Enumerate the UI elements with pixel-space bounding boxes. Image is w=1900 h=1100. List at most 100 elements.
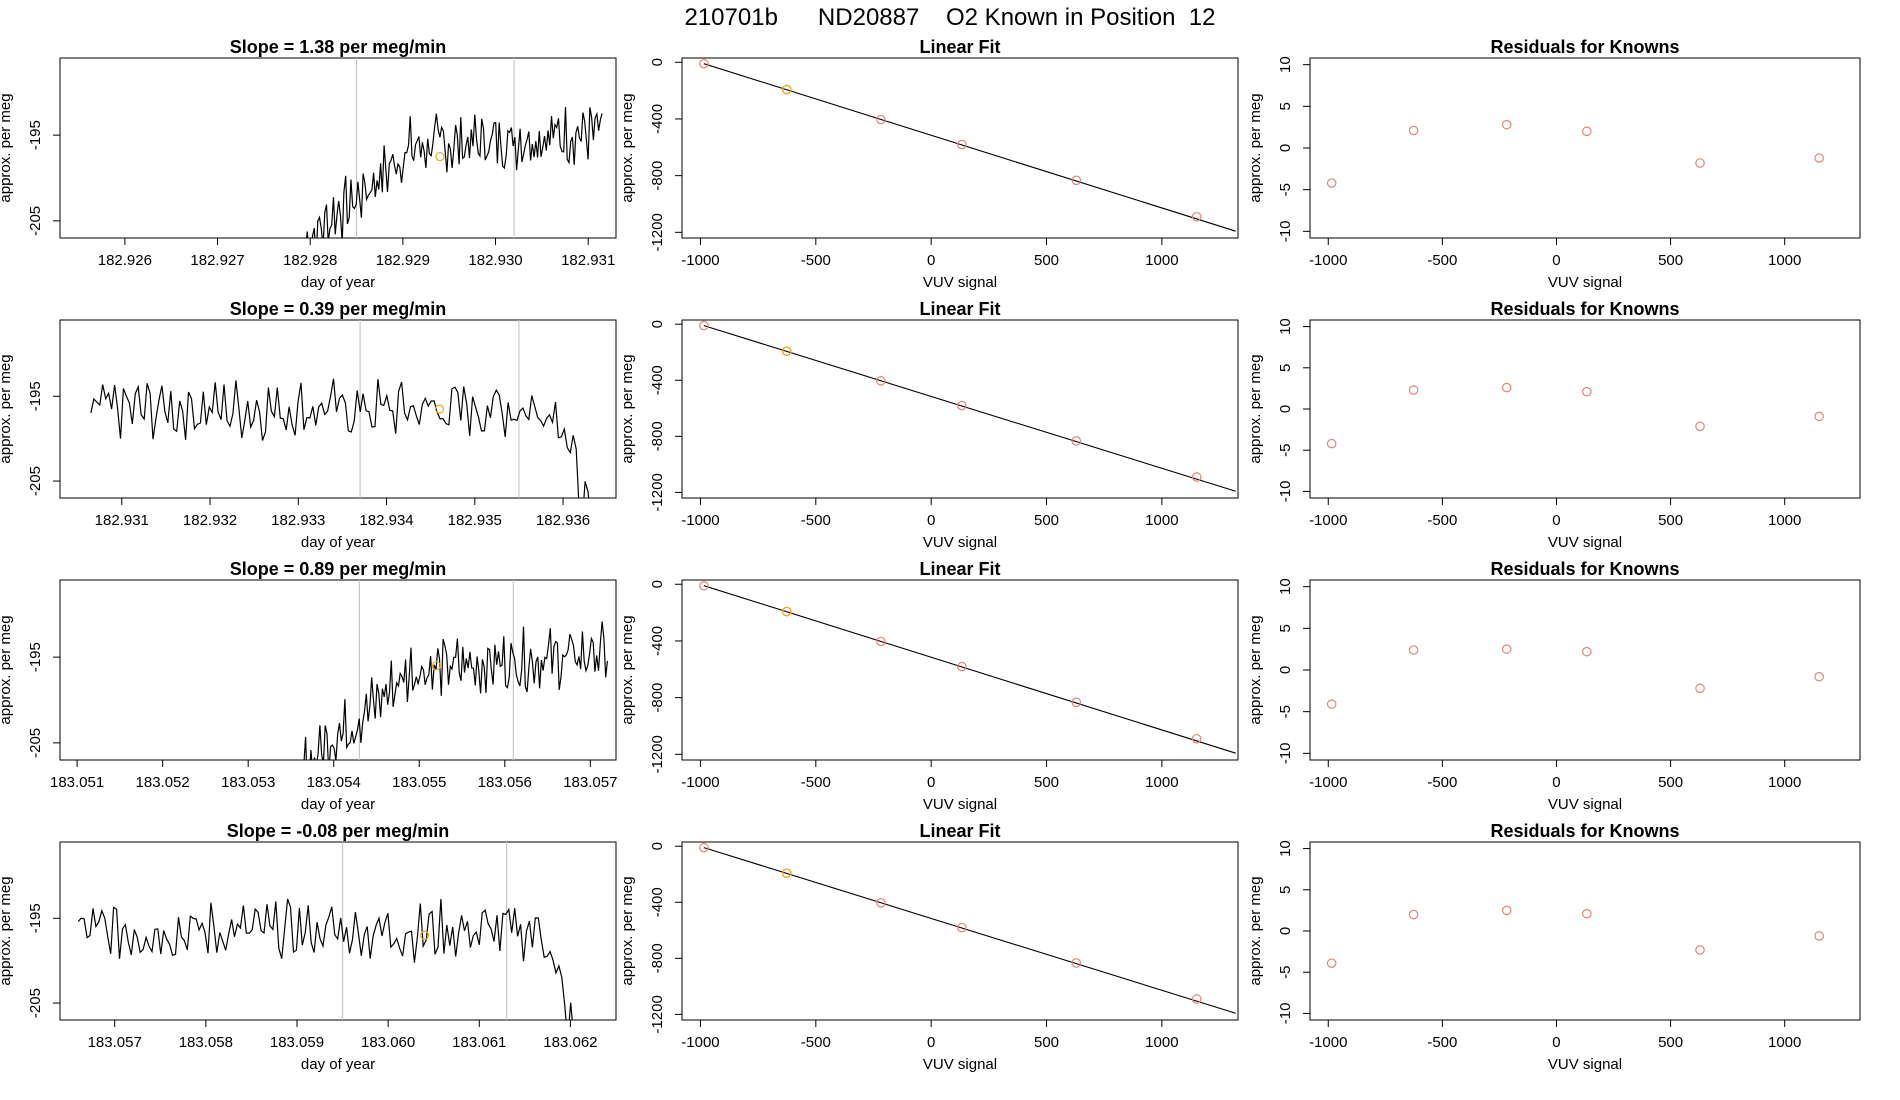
data-point xyxy=(1695,158,1705,168)
known-marker xyxy=(431,661,441,671)
y-tick-label: 10 xyxy=(1277,56,1294,73)
plot-frame xyxy=(1309,579,1861,761)
y-tick-label: -10 xyxy=(1277,742,1294,764)
y-axis-label: approx. per meg xyxy=(0,876,14,985)
data-point xyxy=(1408,645,1419,655)
y-tick-label: -400 xyxy=(649,887,666,917)
x-tick-label: 500 xyxy=(1034,1034,1059,1051)
x-tick-label: 182.928 xyxy=(283,252,337,269)
x-tick-label: -1000 xyxy=(681,252,719,269)
y-tick-label: -1200 xyxy=(649,473,666,511)
y-tick-label: -205 xyxy=(27,466,44,496)
x-tick-label: 500 xyxy=(1658,252,1683,269)
data-point xyxy=(1501,905,1512,916)
x-axis-label: VUV signal xyxy=(1548,796,1622,813)
data-point xyxy=(1326,699,1337,709)
y-tick-label: -1200 xyxy=(649,735,666,773)
y-tick-label: 5 xyxy=(1277,886,1294,894)
y-tick-label: 10 xyxy=(1277,840,1294,857)
x-tick-label: 0 xyxy=(927,1034,935,1051)
x-tick-label: 500 xyxy=(1034,252,1059,269)
known-marker xyxy=(781,868,792,879)
x-tick-label: 183.062 xyxy=(543,1034,597,1051)
chart-panel-8: Linear Fit VUV signal approx. per meg -1000… xyxy=(619,559,1239,813)
y-tick-label: -5 xyxy=(1277,183,1294,196)
known-marker xyxy=(781,606,792,617)
known-marker xyxy=(419,930,430,940)
x-tick-label: -1000 xyxy=(681,1034,719,1051)
data-point xyxy=(1695,421,1705,432)
data-point xyxy=(1501,119,1512,130)
x-tick-label: -500 xyxy=(1427,774,1457,791)
y-tick-label: -10 xyxy=(1277,481,1294,503)
chart-panel-6: Residuals for Knowns VUV signal approx. pe… xyxy=(1247,299,1861,551)
data-point xyxy=(1695,683,1705,694)
plot-area xyxy=(1326,644,1824,709)
data-point xyxy=(1501,644,1512,654)
y-tick-label: -5 xyxy=(1277,705,1294,718)
x-tick-label: 1000 xyxy=(1145,512,1178,529)
data-point xyxy=(957,661,967,672)
x-tick-label: 183.054 xyxy=(307,774,361,791)
y-tick-label: 0 xyxy=(1277,927,1294,935)
y-tick-label: -800 xyxy=(649,943,666,973)
x-axis-label: day of year xyxy=(301,796,375,813)
x-tick-label: -500 xyxy=(1427,1034,1457,1051)
plot-area xyxy=(1326,905,1824,968)
y-tick-label: -195 xyxy=(27,120,44,150)
data-point xyxy=(1191,472,1202,482)
x-tick-label: 182.930 xyxy=(468,252,522,269)
x-tick-label: 183.060 xyxy=(361,1034,415,1051)
figure-title: 210701b ND20887 O2 Known in Position 12 xyxy=(684,4,1216,31)
x-tick-label: -1000 xyxy=(1309,252,1347,269)
plot-area xyxy=(699,320,1236,492)
x-tick-label: -500 xyxy=(801,252,831,269)
plot-frame xyxy=(681,57,1239,239)
x-tick-label: 183.061 xyxy=(452,1034,506,1051)
fit-line xyxy=(703,847,1236,1014)
x-tick-label: 183.051 xyxy=(50,774,104,791)
x-tick-label: 1000 xyxy=(1768,1034,1801,1051)
series-line xyxy=(305,106,603,238)
x-tick-label: 0 xyxy=(927,774,935,791)
y-tick-label: -205 xyxy=(27,206,44,236)
plot-frame xyxy=(59,319,617,499)
plot-area xyxy=(90,320,590,498)
panel-title: Linear Fit xyxy=(919,821,1000,841)
series-line xyxy=(77,898,573,1020)
y-tick-label: -800 xyxy=(649,161,666,191)
y-tick-label: -400 xyxy=(649,626,666,656)
x-tick-label: 182.935 xyxy=(448,512,502,529)
x-axis-label: VUV signal xyxy=(923,534,997,551)
plot-area xyxy=(1326,119,1824,188)
x-axis-label: VUV signal xyxy=(923,1056,997,1073)
panel-title: Linear Fit xyxy=(919,559,1000,579)
x-tick-label: 0 xyxy=(1552,774,1560,791)
y-axis-label: approx. per meg xyxy=(0,615,14,724)
x-tick-label: 183.059 xyxy=(270,1034,324,1051)
plot-frame xyxy=(1309,841,1861,1021)
data-point xyxy=(1071,697,1082,708)
y-tick-label: -10 xyxy=(1277,1003,1294,1025)
x-tick-label: 500 xyxy=(1658,774,1683,791)
y-tick-label: -1200 xyxy=(649,213,666,251)
x-axis-label: day of year xyxy=(301,534,375,551)
x-tick-label: 182.933 xyxy=(271,512,325,529)
y-tick-label: 0 xyxy=(649,320,666,328)
chart-panel-1: Slope = 1.38 per meg/min day of year appro… xyxy=(0,37,617,291)
x-tick-label: -1000 xyxy=(1309,512,1347,529)
panel-title: Residuals for Knowns xyxy=(1490,299,1679,319)
x-axis-label: VUV signal xyxy=(923,274,997,291)
x-axis-label: VUV signal xyxy=(1548,534,1622,551)
panel-title: Slope = 0.89 per meg/min xyxy=(230,559,447,579)
plot-area xyxy=(699,580,1236,754)
y-tick-label: -10 xyxy=(1277,220,1294,242)
chart-panel-2: Linear Fit VUV signal approx. per meg -1000… xyxy=(619,37,1239,291)
y-tick-label: 5 xyxy=(1277,624,1294,632)
known-marker xyxy=(434,404,445,414)
y-axis-label: approx. per meg xyxy=(1247,615,1264,724)
data-point xyxy=(1408,125,1419,136)
x-tick-label: 182.926 xyxy=(98,252,152,269)
data-point xyxy=(1814,411,1824,422)
x-tick-label: 182.931 xyxy=(95,512,149,529)
